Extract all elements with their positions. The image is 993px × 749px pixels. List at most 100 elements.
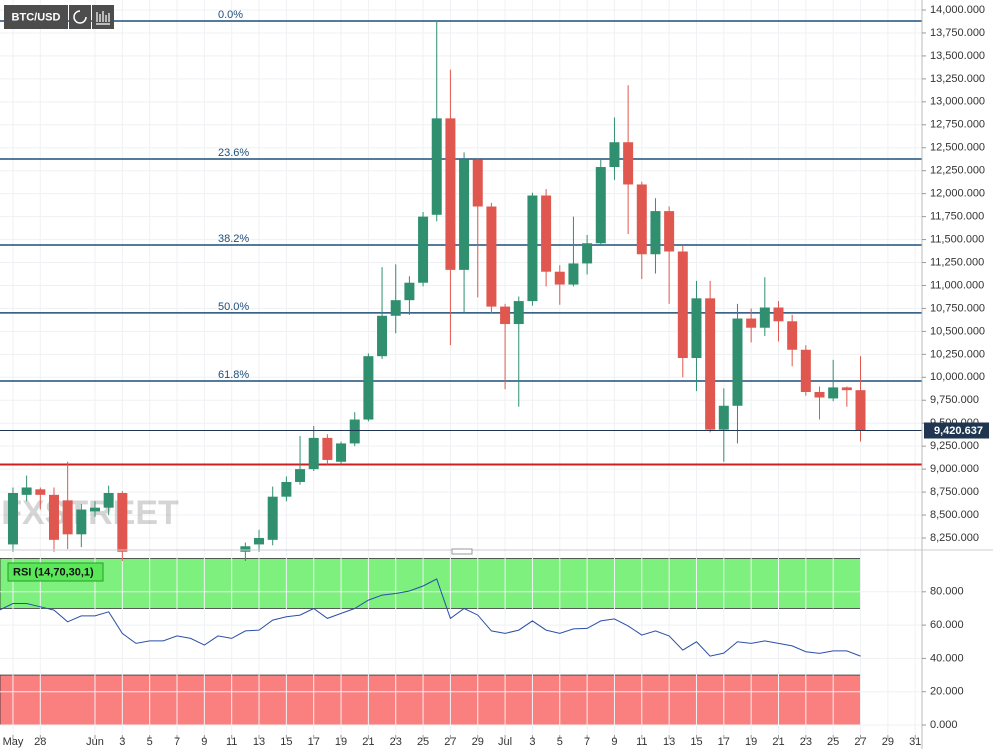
candle-body bbox=[254, 537, 265, 545]
y-tick-label: 80.000 bbox=[930, 586, 964, 598]
y-tick-label: 14,000.000 bbox=[930, 4, 985, 16]
candle-body bbox=[281, 481, 292, 497]
x-tick-label: Jul bbox=[498, 736, 512, 748]
rsi-label: RSI (14,70,30,1) bbox=[13, 566, 94, 578]
y-tick-label: 10,750.000 bbox=[930, 302, 985, 314]
candle-body bbox=[705, 298, 716, 430]
candle-body bbox=[322, 437, 333, 460]
x-tick-label: 9 bbox=[611, 736, 617, 748]
rsi-label-box bbox=[7, 562, 104, 582]
candle-body bbox=[513, 301, 524, 325]
last-price-box bbox=[924, 422, 989, 439]
refresh-button[interactable] bbox=[69, 5, 91, 29]
rsi-line bbox=[0, 578, 861, 657]
candle-body bbox=[787, 321, 798, 350]
y-tick-label: 12,500.000 bbox=[930, 142, 985, 154]
fib-label: 50.0% bbox=[218, 301, 249, 313]
x-tick-label: 23 bbox=[390, 736, 402, 748]
grid bbox=[0, 0, 922, 735]
x-tick-label: 3 bbox=[119, 736, 125, 748]
x-tick-label: 13 bbox=[663, 736, 675, 748]
x-tick-label: 19 bbox=[335, 736, 347, 748]
candle-body bbox=[718, 405, 729, 430]
x-tick-label: 5 bbox=[147, 736, 153, 748]
y-tick-label: 13,000.000 bbox=[930, 96, 985, 108]
candle-body bbox=[841, 387, 852, 391]
candle-body bbox=[267, 496, 278, 540]
candle-body bbox=[541, 195, 552, 272]
x-tick-label: 3 bbox=[529, 736, 535, 748]
candle-body bbox=[35, 489, 46, 495]
x-tick-label: 15 bbox=[280, 736, 292, 748]
candle-body bbox=[800, 349, 811, 392]
candle-body bbox=[48, 494, 59, 540]
last-price-label: 9,420.637 bbox=[934, 425, 983, 437]
candle-body bbox=[308, 437, 319, 470]
candle-body bbox=[828, 387, 839, 399]
indicators-icon bbox=[96, 11, 110, 25]
candle-body bbox=[363, 356, 374, 420]
y-tick-label: 9,250.000 bbox=[930, 440, 979, 452]
candle-body bbox=[103, 492, 114, 508]
y-tick-label: 13,750.000 bbox=[930, 27, 985, 39]
candle-body bbox=[650, 211, 661, 255]
x-tick-label: Jun bbox=[86, 736, 104, 748]
fib-label: 61.8% bbox=[218, 369, 249, 381]
candle-body bbox=[595, 167, 606, 244]
y-tick-label: 9,000.000 bbox=[930, 463, 979, 475]
candle-body bbox=[773, 307, 784, 322]
candle-body bbox=[240, 546, 251, 552]
candle-body bbox=[377, 315, 388, 357]
y-tick-label: 8,500.000 bbox=[930, 509, 979, 521]
y-tick-label: 12,250.000 bbox=[930, 165, 985, 177]
candle-body bbox=[855, 390, 866, 431]
fib-label: 23.6% bbox=[218, 147, 249, 159]
candle-body bbox=[623, 142, 634, 185]
candle-body bbox=[89, 507, 100, 512]
y-tick-label: 8,250.000 bbox=[930, 532, 979, 544]
candle-body bbox=[295, 469, 306, 482]
candle-body bbox=[677, 251, 688, 359]
symbol: BTC/USD bbox=[12, 11, 61, 23]
candle-body bbox=[527, 195, 538, 302]
watermark: FXSTREET bbox=[1, 494, 179, 532]
y-tick-label: 0.000 bbox=[930, 719, 958, 731]
candle-body bbox=[472, 159, 483, 207]
x-tick-label: 11 bbox=[636, 736, 647, 748]
marks: 0.0% 23.6% 38.2% 50.0% 61.8% bbox=[0, 9, 922, 657]
x-tick-label: 28 bbox=[34, 736, 46, 748]
y-tick-label: 20.000 bbox=[930, 686, 964, 698]
x-tick-label: 21 bbox=[362, 736, 374, 748]
candle-body bbox=[336, 443, 347, 462]
candle-body bbox=[814, 391, 825, 398]
candle-body bbox=[62, 500, 73, 535]
candle-body bbox=[418, 216, 429, 283]
candle-body bbox=[117, 492, 128, 552]
resize-handle[interactable] bbox=[451, 548, 473, 555]
fib-label: 0.0% bbox=[218, 9, 243, 21]
candle-body bbox=[609, 142, 620, 168]
candle-body bbox=[759, 307, 770, 328]
x-tick-label: 7 bbox=[174, 736, 180, 748]
y-tick-label: 40.000 bbox=[930, 652, 964, 664]
y-tick-label: 11,750.000 bbox=[930, 211, 984, 223]
y-tick-label: 13,250.000 bbox=[930, 73, 985, 85]
symbol-box[interactable] bbox=[4, 5, 68, 29]
x-tick-label: 7 bbox=[584, 736, 590, 748]
y-tick-label: 12,750.000 bbox=[930, 119, 985, 131]
y-tick-label: 11,250.000 bbox=[930, 256, 984, 268]
candle-body bbox=[500, 306, 511, 325]
x-tick-label: 29 bbox=[882, 736, 894, 748]
candle-body bbox=[664, 211, 675, 252]
y-tick-label: 12,000.000 bbox=[930, 188, 985, 200]
x-tick-label: 27 bbox=[444, 736, 456, 748]
x-tick-label: 17 bbox=[308, 736, 320, 748]
x-tick-label: 15 bbox=[690, 736, 702, 748]
candle-body bbox=[21, 487, 32, 495]
candle-body bbox=[431, 118, 442, 215]
candle-body bbox=[445, 118, 456, 270]
x-tick-label: 13 bbox=[253, 736, 265, 748]
candle-body bbox=[7, 492, 18, 545]
rsi-oversold-zone bbox=[0, 674, 861, 726]
